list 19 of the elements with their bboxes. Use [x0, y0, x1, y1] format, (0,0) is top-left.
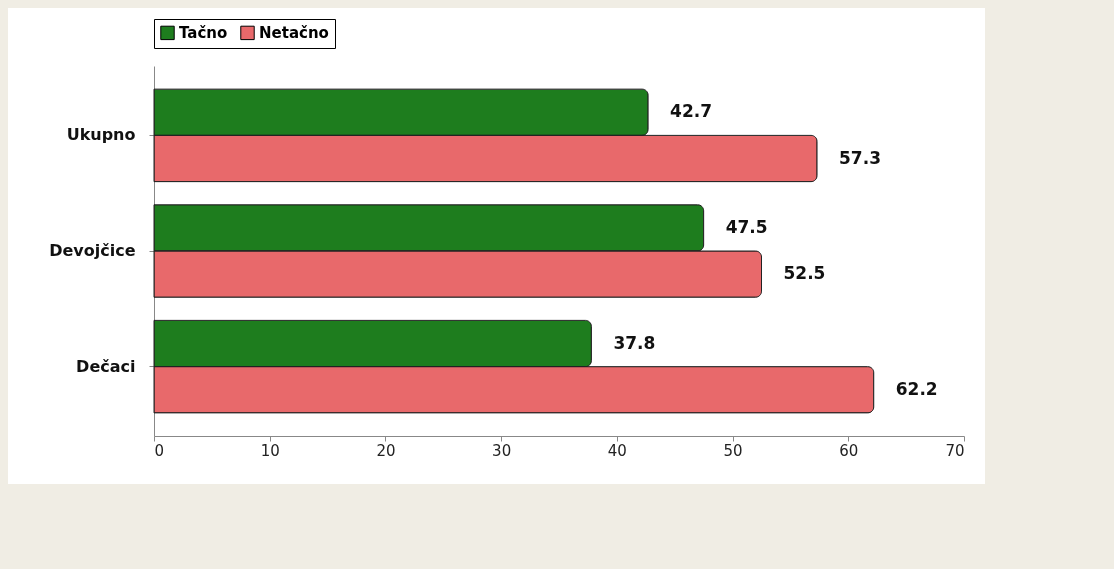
- y-tick-label: Ukupno: [66, 125, 136, 145]
- data-label: 37.8: [613, 332, 656, 353]
- y-tick-label: Devojčice: [49, 241, 136, 260]
- legend-label: Tačno: [179, 23, 228, 42]
- x-tick-label: 10: [260, 441, 280, 460]
- x-tick-label: 40: [607, 441, 627, 460]
- x-tick-label: 30: [492, 441, 512, 460]
- data-label: 52.5: [783, 263, 826, 284]
- legend-label: Netačno: [259, 23, 329, 42]
- x-tick-label: 20: [376, 441, 396, 460]
- y-tick-label: Dečaci: [76, 356, 136, 376]
- x-tick-label: 60: [839, 441, 859, 460]
- x-tick-label: 0: [154, 441, 165, 460]
- data-label: 47.5: [725, 216, 768, 237]
- x-tick-label: 70: [945, 441, 965, 460]
- data-label: 62.2: [895, 378, 938, 399]
- data-label: 57.3: [839, 147, 881, 168]
- x-tick-label: 50: [723, 441, 743, 460]
- data-label: 42.7: [670, 101, 713, 122]
